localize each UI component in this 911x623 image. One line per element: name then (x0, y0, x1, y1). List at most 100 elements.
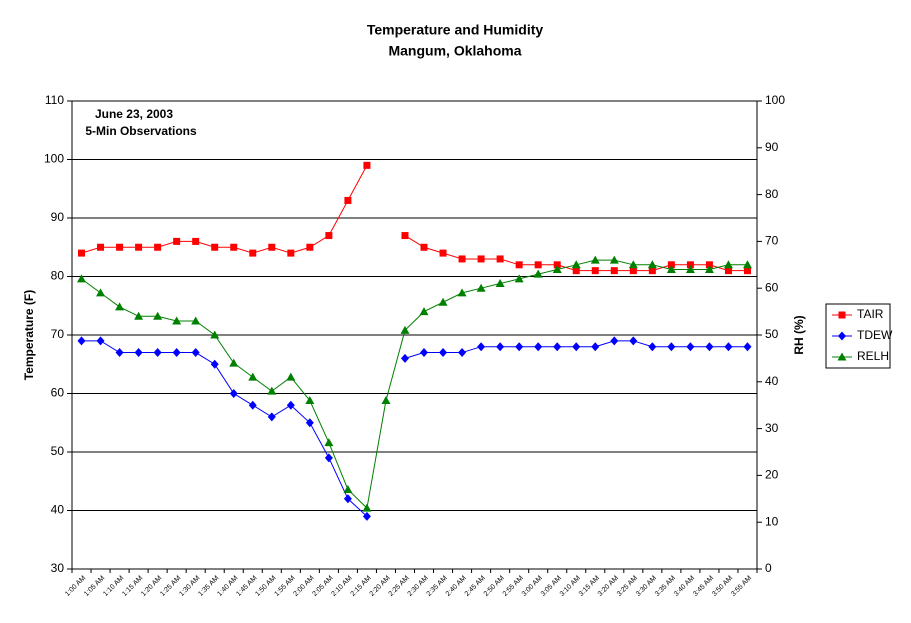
data-point (610, 267, 618, 275)
data-point (268, 243, 276, 251)
legend-label: TDEW (857, 328, 893, 342)
data-point (135, 243, 143, 251)
y-tick-label: 90 (51, 210, 65, 224)
data-point (267, 386, 277, 395)
y-tick-label: 60 (51, 386, 65, 400)
data-point (287, 249, 295, 257)
data-point (229, 389, 238, 398)
data-point (172, 348, 181, 358)
data-point (705, 261, 713, 269)
data-point (648, 267, 656, 275)
y-tick-label: 80 (51, 269, 65, 283)
data-point (515, 342, 524, 352)
data-point (78, 249, 86, 257)
data-point (515, 261, 523, 269)
data-point (686, 261, 694, 269)
data-point (572, 267, 580, 275)
data-point (742, 260, 752, 269)
data-point (173, 237, 181, 245)
series-line (81, 165, 368, 254)
legend-label: RELH (857, 349, 889, 363)
data-point (325, 232, 333, 240)
data-point (210, 359, 219, 369)
data-point (229, 358, 239, 367)
series-line (81, 340, 368, 517)
y2-tick-label: 100 (765, 93, 785, 107)
y-tick-label: 50 (51, 444, 65, 458)
data-point (400, 353, 409, 363)
data-point (553, 261, 561, 269)
data-point (230, 243, 238, 251)
y2-tick-label: 40 (765, 374, 779, 388)
data-point (476, 283, 486, 292)
data-point (419, 307, 429, 316)
data-point (401, 232, 409, 240)
y2-tick-label: 20 (765, 468, 779, 482)
data-point (172, 316, 182, 325)
data-point (629, 336, 638, 346)
y2-tick-label: 70 (765, 234, 779, 248)
data-point (400, 325, 410, 334)
data-point (724, 342, 733, 352)
data-point (324, 438, 334, 447)
data-point (306, 243, 314, 251)
data-point (248, 400, 257, 410)
data-point (647, 260, 657, 269)
data-point (154, 243, 162, 251)
data-point (381, 396, 391, 405)
data-point (458, 255, 466, 263)
data-point (571, 260, 581, 269)
data-point (249, 249, 257, 257)
data-point (629, 267, 637, 275)
y2-tick-label: 10 (765, 514, 779, 528)
data-point (534, 342, 543, 352)
data-point (724, 267, 732, 275)
data-point (533, 269, 543, 278)
data-point (477, 342, 486, 352)
data-point (153, 348, 162, 358)
y2-tick-label: 30 (765, 421, 779, 435)
data-point (97, 243, 105, 251)
data-point (495, 279, 505, 288)
data-point (153, 311, 163, 320)
series-line (81, 259, 748, 510)
data-point (723, 260, 733, 269)
y2-tick-label: 50 (765, 327, 779, 341)
legend-marker (837, 352, 847, 361)
data-point (667, 261, 675, 269)
data-point (496, 342, 505, 352)
data-point (267, 412, 276, 422)
data-point (192, 237, 200, 245)
data-point (286, 400, 295, 410)
data-point (553, 342, 562, 352)
data-point (514, 274, 524, 283)
data-point (439, 348, 448, 358)
data-point (77, 274, 87, 283)
y-tick-label: 110 (45, 93, 64, 107)
y2-tick-label: 60 (765, 280, 779, 294)
data-point (134, 348, 143, 358)
y2-tick-label: 80 (765, 187, 779, 201)
data-point (496, 255, 504, 263)
data-point (210, 330, 220, 339)
data-point (743, 342, 752, 352)
data-point (420, 348, 429, 358)
y-tick-label: 30 (51, 561, 65, 575)
data-point (96, 288, 106, 297)
data-point (362, 511, 371, 521)
data-point (116, 243, 124, 251)
data-point (648, 342, 657, 352)
data-point (609, 255, 619, 264)
data-point (343, 484, 353, 493)
data-point (552, 264, 562, 273)
data-point (457, 288, 467, 297)
data-point (363, 161, 371, 169)
y-tick-label: 40 (51, 503, 65, 517)
data-point (191, 348, 200, 358)
data-point (704, 264, 714, 273)
data-point (324, 453, 333, 463)
data-point (211, 243, 219, 251)
data-point (286, 372, 296, 381)
